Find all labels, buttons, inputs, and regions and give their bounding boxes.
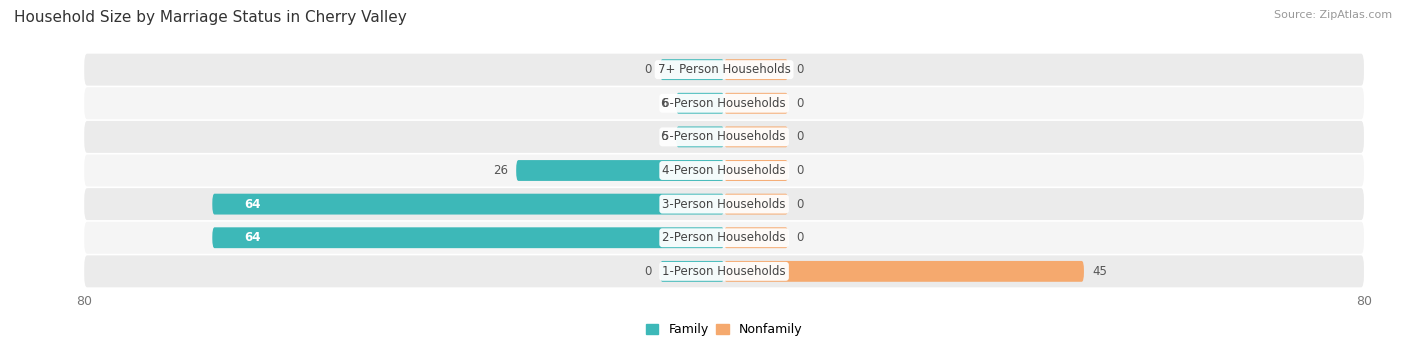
FancyBboxPatch shape	[724, 261, 1084, 282]
FancyBboxPatch shape	[84, 255, 1364, 287]
FancyBboxPatch shape	[676, 127, 724, 147]
FancyBboxPatch shape	[724, 93, 787, 114]
Text: 0: 0	[796, 130, 803, 143]
Text: 64: 64	[245, 231, 260, 244]
FancyBboxPatch shape	[84, 87, 1364, 119]
Text: Source: ZipAtlas.com: Source: ZipAtlas.com	[1274, 10, 1392, 20]
Text: 64: 64	[245, 198, 260, 211]
FancyBboxPatch shape	[84, 188, 1364, 220]
FancyBboxPatch shape	[84, 54, 1364, 86]
Text: 0: 0	[796, 63, 803, 76]
FancyBboxPatch shape	[724, 160, 787, 181]
Text: 0: 0	[796, 164, 803, 177]
Text: 1-Person Households: 1-Person Households	[662, 265, 786, 278]
FancyBboxPatch shape	[516, 160, 724, 181]
Text: 0: 0	[796, 231, 803, 244]
FancyBboxPatch shape	[724, 127, 787, 147]
Text: 2-Person Households: 2-Person Households	[662, 231, 786, 244]
FancyBboxPatch shape	[661, 59, 724, 80]
FancyBboxPatch shape	[212, 194, 724, 214]
Text: 26: 26	[494, 164, 508, 177]
Text: 0: 0	[645, 63, 652, 76]
FancyBboxPatch shape	[84, 121, 1364, 153]
Text: 6-Person Households: 6-Person Households	[662, 97, 786, 110]
Text: 0: 0	[796, 97, 803, 110]
Text: Household Size by Marriage Status in Cherry Valley: Household Size by Marriage Status in Che…	[14, 10, 406, 25]
FancyBboxPatch shape	[84, 154, 1364, 187]
FancyBboxPatch shape	[84, 222, 1364, 254]
Text: 6: 6	[661, 97, 668, 110]
FancyBboxPatch shape	[676, 93, 724, 114]
FancyBboxPatch shape	[212, 227, 724, 248]
Text: 5-Person Households: 5-Person Households	[662, 130, 786, 143]
Text: 0: 0	[796, 198, 803, 211]
Text: 0: 0	[645, 265, 652, 278]
FancyBboxPatch shape	[724, 194, 787, 214]
Text: 3-Person Households: 3-Person Households	[662, 198, 786, 211]
Legend: Family, Nonfamily: Family, Nonfamily	[645, 323, 803, 336]
Text: 45: 45	[1092, 265, 1107, 278]
FancyBboxPatch shape	[724, 227, 787, 248]
Text: 4-Person Households: 4-Person Households	[662, 164, 786, 177]
FancyBboxPatch shape	[724, 59, 787, 80]
FancyBboxPatch shape	[661, 261, 724, 282]
Text: 7+ Person Households: 7+ Person Households	[658, 63, 790, 76]
Text: 6: 6	[661, 130, 668, 143]
